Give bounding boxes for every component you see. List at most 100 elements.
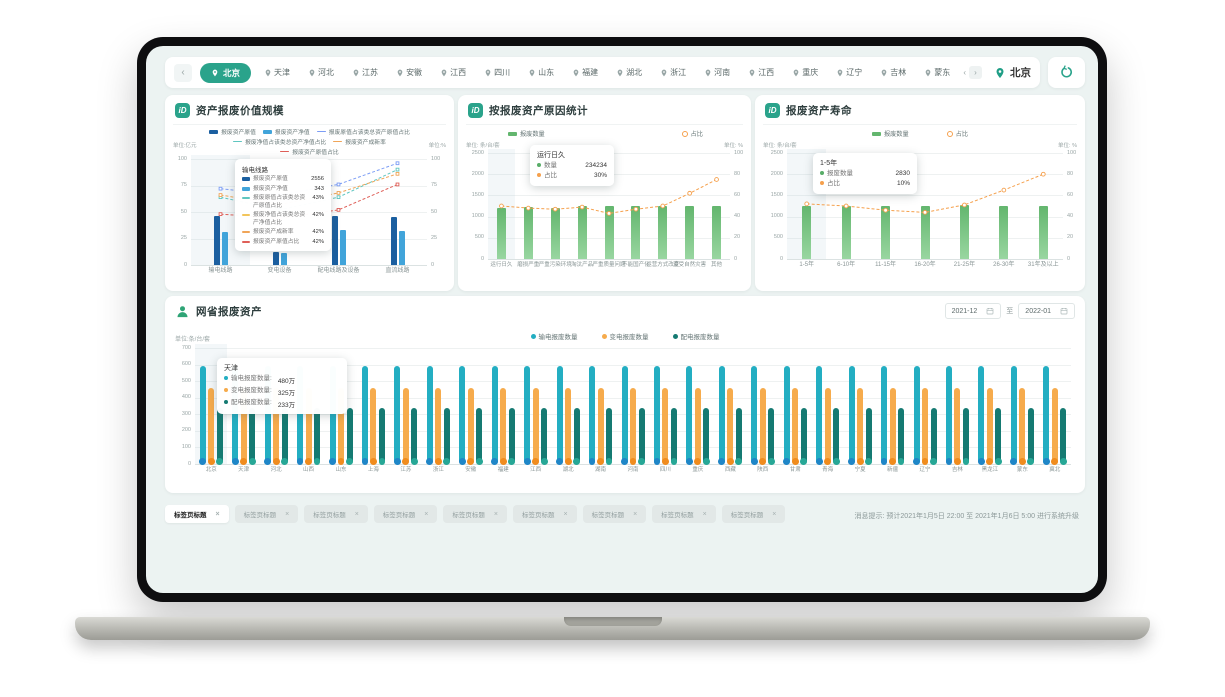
bar[interactable] [986,387,993,464]
bar[interactable] [390,217,397,265]
bar[interactable] [273,387,280,464]
region-item[interactable]: 河南 [704,67,730,78]
tab-item[interactable]: 标签页标题 × [512,505,577,523]
bar[interactable] [718,366,725,464]
bar[interactable] [402,387,409,464]
tab-item[interactable]: 标签页标题 × [373,505,438,523]
region-item[interactable]: 江苏 [352,67,378,78]
bar[interactable] [685,206,695,259]
tab-item[interactable]: 标签页标题 × [304,505,368,523]
legend-item[interactable]: 输电报废数量 [530,331,578,341]
bar[interactable] [857,387,864,464]
close-icon[interactable]: × [493,510,498,518]
legend-item[interactable]: 配电报废数量 [672,331,720,341]
bar[interactable] [221,232,228,265]
tab-item[interactable]: 标签页标题 × [582,505,647,523]
region-item[interactable]: 浙江 [660,67,686,78]
bar[interactable] [841,206,851,259]
bar[interactable] [435,387,442,464]
bar[interactable] [532,387,539,464]
bar[interactable] [398,231,405,265]
nav-prev-button[interactable]: ‹ [174,63,192,82]
bar[interactable] [670,407,677,464]
bar[interactable] [565,387,572,464]
close-icon[interactable]: × [285,510,290,518]
reset-view-button[interactable] [1048,57,1085,88]
region-item[interactable]: 天津 [264,67,290,78]
pager-prev-icon[interactable]: ‹ [963,68,966,77]
bar[interactable] [1043,366,1050,464]
bar[interactable] [802,206,812,259]
bar[interactable] [589,366,596,464]
legend-item[interactable]: 报废数量 [508,129,545,138]
bar[interactable] [833,407,840,464]
region-item[interactable]: 湖北 [616,67,642,78]
bar[interactable] [339,230,346,265]
bar[interactable] [338,387,344,464]
region-item[interactable]: 江西 [440,67,466,78]
bar[interactable] [945,366,952,464]
bar[interactable] [920,206,930,259]
bar[interactable] [735,407,742,464]
bar[interactable] [978,366,985,464]
bar[interactable] [662,387,669,464]
region-item[interactable]: 福建 [572,67,598,78]
bar[interactable] [240,387,247,464]
bar[interactable] [930,407,937,464]
bar[interactable] [459,366,466,464]
legend-item[interactable]: 报废资产原值 [209,127,256,136]
bar[interactable] [686,366,693,464]
bar[interactable] [411,407,418,464]
legend-item[interactable]: 占比 [681,129,703,138]
bar[interactable] [305,387,312,464]
bar[interactable] [361,366,368,464]
start-date-input[interactable]: 2021-12 [944,303,1002,319]
end-date-input[interactable]: 2022-01 [1018,303,1075,319]
region-item[interactable]: 山东 [528,67,554,78]
bar[interactable] [577,206,587,259]
bar[interactable] [199,366,206,464]
bar[interactable] [712,206,722,259]
legend-item[interactable]: 报废资产净值 [262,127,310,136]
bar[interactable] [631,206,641,259]
bar[interactable] [264,366,271,464]
bar[interactable] [314,407,321,464]
bar[interactable] [500,387,507,464]
tab-item[interactable]: 标签页标题 × [652,505,716,523]
bar[interactable] [865,407,872,464]
bar[interactable] [496,207,506,259]
bar[interactable] [792,387,799,464]
region-item[interactable]: 安徽 [396,67,422,78]
bar[interactable] [1027,407,1034,464]
bar[interactable] [881,206,891,259]
bar[interactable] [962,407,969,464]
region-item[interactable]: 重庆 [792,67,818,78]
bar[interactable] [297,366,304,464]
bar[interactable] [280,253,287,265]
legend-item[interactable]: 报废数量 [871,129,909,138]
bar[interactable] [783,366,790,464]
region-chip-active[interactable]: 北京 [200,62,252,83]
bar[interactable] [476,407,483,464]
legend-item[interactable]: 报废净值占该类总资产净值占比 [233,137,326,146]
bar[interactable] [630,387,636,464]
bar[interactable] [508,407,515,464]
tab-item[interactable]: 标签页标题 × [165,505,229,523]
bar[interactable] [954,387,961,464]
bar[interactable] [597,387,604,464]
bar[interactable] [491,366,498,464]
bar[interactable] [999,206,1009,259]
bar[interactable] [1010,366,1017,464]
bar[interactable] [824,387,831,464]
bar[interactable] [523,206,533,259]
close-icon[interactable]: × [424,510,429,518]
bar[interactable] [524,366,531,464]
bar[interactable] [800,407,807,464]
bar[interactable] [621,366,628,464]
bar[interactable] [331,216,338,265]
bar[interactable] [208,387,215,464]
bar[interactable] [346,407,353,464]
bar[interactable] [922,387,928,464]
close-icon[interactable]: × [354,510,359,518]
bar[interactable] [653,366,660,464]
